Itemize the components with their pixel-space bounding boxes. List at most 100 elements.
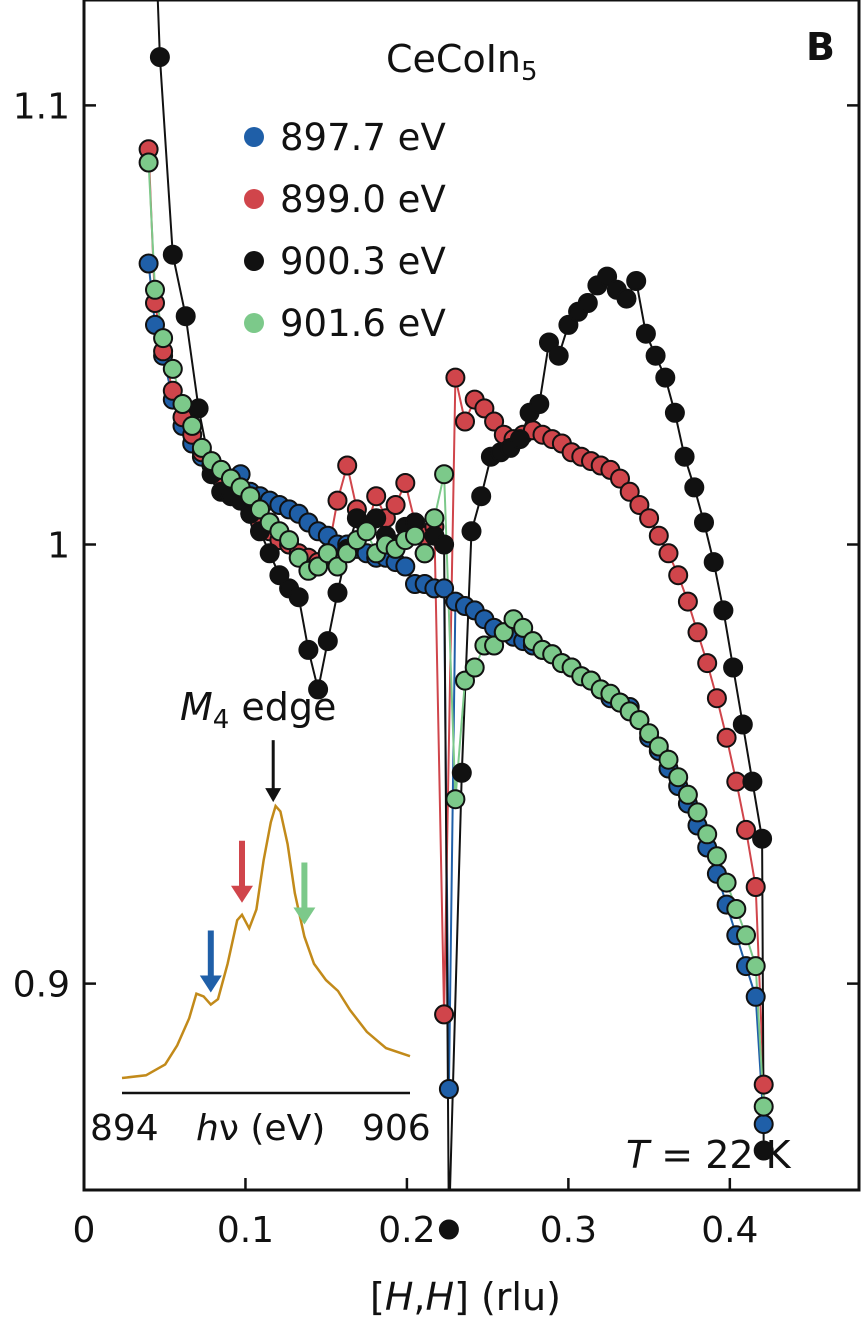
data-point	[726, 899, 747, 919]
series-line-2	[156, 0, 765, 1190]
inset-arrow-head	[199, 975, 222, 993]
data-point	[655, 367, 676, 388]
data-point	[639, 508, 660, 529]
data-point	[395, 473, 416, 493]
y-tick-label: 1	[47, 526, 70, 567]
data-point	[732, 714, 753, 735]
data-point	[610, 468, 630, 489]
data-point	[451, 762, 472, 783]
data-point	[149, 47, 170, 68]
data-point	[684, 477, 705, 498]
data-point	[668, 565, 689, 586]
legend-marker	[244, 127, 264, 147]
data-point	[674, 446, 695, 467]
data-point	[635, 323, 656, 344]
data-point	[138, 253, 159, 274]
data-point	[279, 530, 300, 551]
data-point	[327, 582, 348, 603]
data-point	[713, 600, 734, 621]
data-point	[288, 547, 309, 568]
data-point	[753, 1114, 774, 1135]
data-point	[434, 578, 455, 599]
legend-label: 900.3 eV	[280, 240, 446, 283]
data-point	[175, 306, 196, 327]
legend-marker	[244, 313, 264, 333]
data-point	[697, 653, 718, 674]
data-point	[327, 556, 348, 577]
data-point	[597, 266, 618, 287]
data-point	[434, 534, 455, 555]
data-point	[145, 279, 165, 300]
data-point	[703, 552, 724, 573]
data-point	[723, 657, 744, 678]
data-point	[658, 749, 679, 770]
axis-tick-labels: 0 0.1 0.2 0.3 0.4 0.9 1 1.1	[13, 86, 759, 1251]
data-point	[191, 437, 212, 458]
inset-spectrum-curve	[121, 803, 411, 1080]
data-point	[455, 670, 475, 691]
data-point	[366, 486, 387, 507]
data-point	[677, 784, 698, 805]
data-point	[308, 556, 329, 577]
data-point	[694, 512, 714, 533]
data-point	[484, 635, 505, 656]
plot-frame	[82, 0, 861, 1192]
y-tick-label: 0.9	[13, 965, 70, 1006]
data-point	[753, 1074, 774, 1095]
data-point	[288, 587, 309, 608]
data-point	[395, 556, 416, 577]
data-point	[461, 521, 482, 542]
data-point	[629, 495, 650, 515]
inset-x-axis-label: hν (eV)	[196, 1108, 325, 1149]
series-lines	[147, 0, 765, 1190]
legend: 897.7 eV 899.0 eV 900.3 eV 901.6 eV	[244, 116, 446, 345]
data-point	[548, 345, 569, 366]
temperature-label: T = 22 K	[626, 1133, 792, 1177]
legend-label: 899.0 eV	[280, 178, 446, 221]
data-point	[745, 956, 766, 977]
data-point	[250, 499, 270, 520]
data-point	[736, 819, 756, 840]
data-point	[445, 789, 466, 810]
data-point	[539, 332, 559, 353]
data-point	[677, 591, 698, 612]
data-point	[645, 345, 666, 366]
data-point	[716, 727, 737, 748]
legend-label: 897.7 eV	[280, 116, 446, 159]
data-point	[753, 1140, 774, 1161]
data-point	[240, 486, 261, 507]
inset-arrow-head	[265, 788, 282, 803]
data-point	[509, 429, 530, 450]
data-point	[706, 846, 727, 867]
data-point	[414, 543, 435, 564]
data-point	[648, 736, 669, 757]
data-point	[337, 543, 358, 564]
x-tick-label: 0	[73, 1210, 96, 1251]
data-point	[445, 367, 466, 388]
series-points	[138, 47, 774, 1240]
data-point	[687, 802, 708, 823]
data-point	[405, 525, 425, 546]
data-point	[619, 481, 640, 502]
legend-label: 901.6 eV	[280, 302, 446, 345]
inset-x-start-label: 894	[90, 1108, 159, 1149]
data-point	[471, 486, 492, 507]
x-tick-label: 0.2	[378, 1210, 435, 1251]
axis-ticks	[82, 104, 859, 1190]
data-point	[484, 411, 505, 432]
inset-arrow-head	[293, 907, 316, 925]
legend-marker	[244, 189, 264, 209]
data-point	[162, 358, 183, 379]
data-point	[745, 877, 766, 897]
data-point	[742, 771, 763, 792]
data-point	[269, 565, 290, 586]
data-point	[138, 152, 159, 173]
data-point	[658, 543, 679, 564]
data-point	[259, 543, 280, 564]
data-point	[639, 723, 660, 744]
x-axis-title: [H,H] (rlu)	[370, 1275, 561, 1319]
data-point	[668, 767, 689, 788]
x-tick-label: 0.1	[217, 1210, 274, 1251]
data-point	[474, 398, 495, 419]
